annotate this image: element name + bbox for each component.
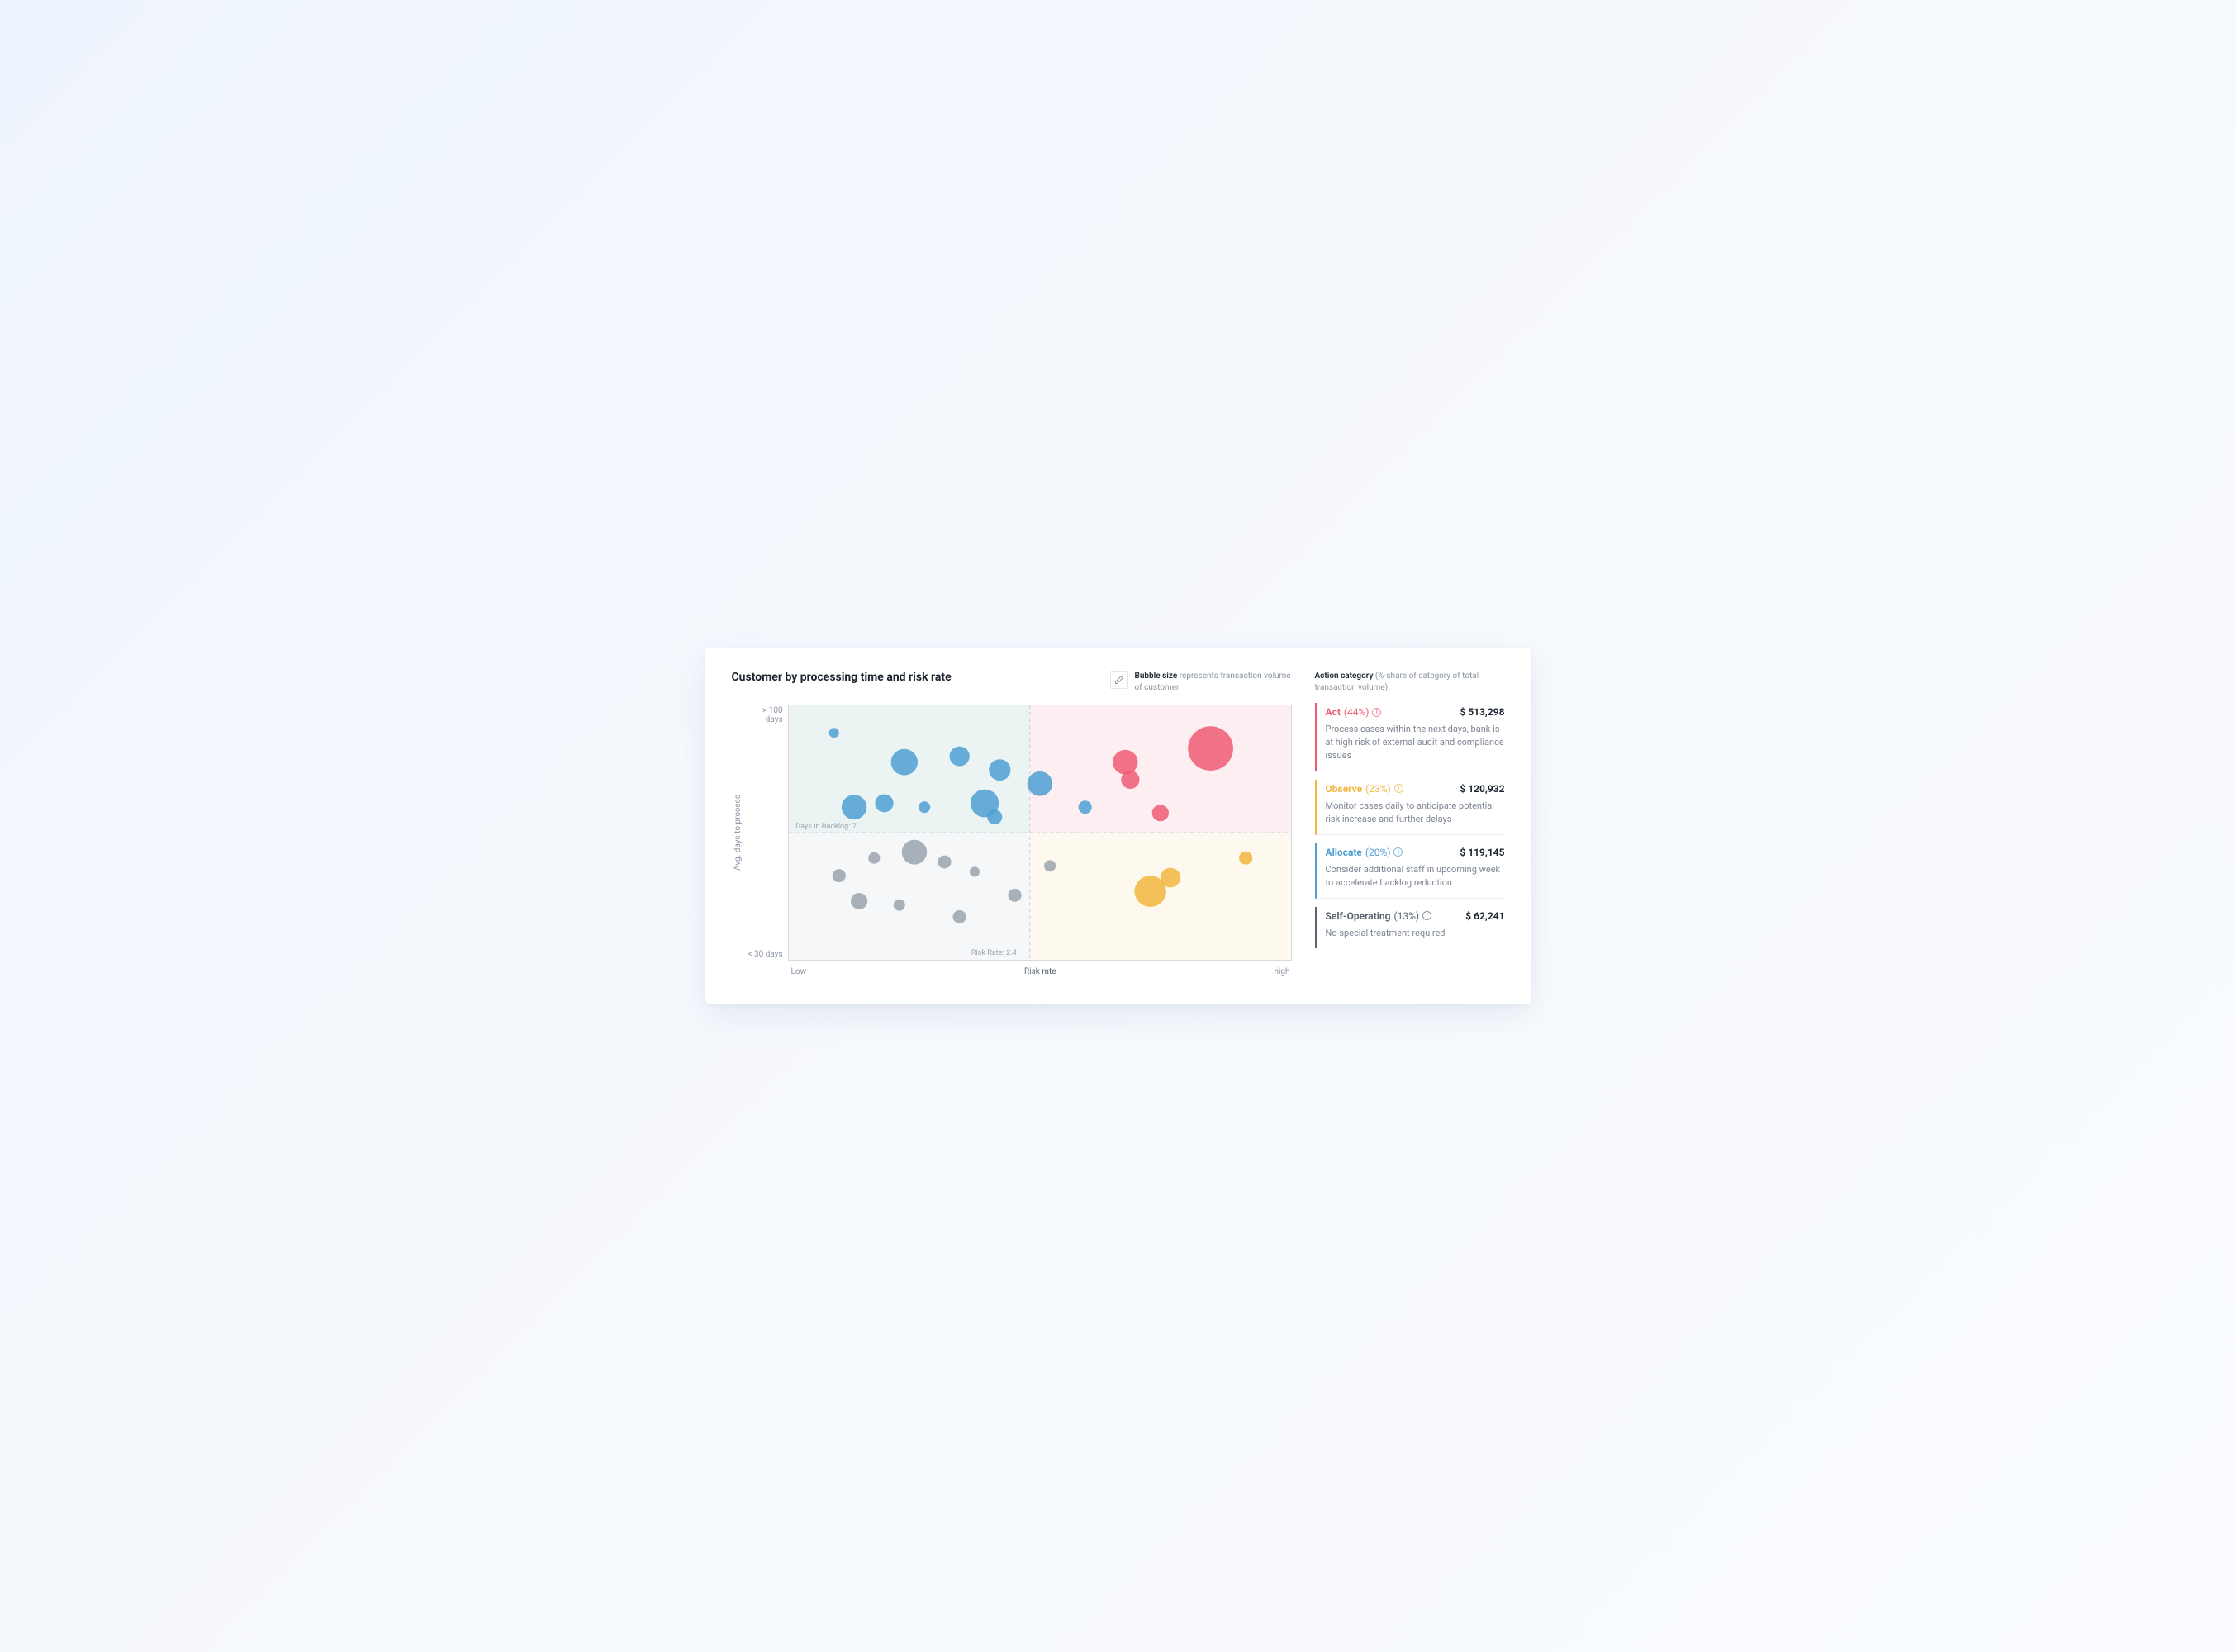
category-name: Self-Operating (13%) i: [1326, 910, 1432, 922]
category-name-text: Observe: [1326, 783, 1363, 795]
svg-text:Risk Rate: 2.4: Risk Rate: 2.4: [971, 949, 1016, 957]
category-desc: Process cases within the next days, bank…: [1326, 723, 1505, 762]
chart-title: Customer by processing time and risk rat…: [732, 671, 952, 684]
edit-icon[interactable]: [1110, 671, 1128, 689]
category-desc: Monitor cases daily to anticipate potent…: [1326, 800, 1505, 826]
y-tick-min: < 30 days: [748, 950, 783, 959]
sidebar: Action category (%-share of category of …: [1315, 671, 1505, 976]
svg-text:Days in Backlog: 7: Days in Backlog: 7: [795, 823, 857, 831]
legend-note-text: Bubble size represents transaction volum…: [1135, 671, 1292, 693]
category-name: Act (44%) i: [1326, 706, 1382, 718]
category-pct: (44%): [1344, 706, 1370, 718]
category-value: $ 120,932: [1460, 783, 1504, 795]
info-icon[interactable]: i: [1394, 784, 1403, 793]
sidebar-title: Action category (%-share of category of …: [1315, 671, 1505, 693]
chart-area: Avg. days to process > 100 days < 30 day…: [732, 705, 1292, 961]
chart-header: Customer by processing time and risk rat…: [732, 671, 1292, 693]
category-pct: (23%): [1365, 783, 1391, 795]
category-name-text: Allocate: [1326, 847, 1362, 858]
x-tick-max: high: [1274, 967, 1289, 976]
y-axis-label: Avg. days to process: [732, 705, 744, 961]
chart-column: Customer by processing time and risk rat…: [732, 671, 1292, 976]
category-name: Observe (23%) i: [1326, 783, 1403, 795]
category-value: $ 119,145: [1460, 847, 1504, 858]
legend-note-bold: Bubble size: [1135, 672, 1178, 681]
sidebar-title-bold: Action category: [1315, 672, 1374, 681]
info-icon[interactable]: i: [1393, 847, 1403, 857]
y-tick-max: > 100 days: [748, 706, 783, 724]
category-name: Allocate (20%) i: [1326, 847, 1403, 858]
category-desc: Consider additional staff in upcoming we…: [1326, 863, 1505, 890]
bubble-chart[interactable]: Days in Backlog: 7 Risk Rate: 2.4: [788, 705, 1292, 961]
category-name-text: Act: [1326, 706, 1341, 718]
category-act[interactable]: Act (44%) i $ 513,298 Process cases within…: [1315, 703, 1505, 771]
x-tick-min: Low: [791, 967, 807, 976]
category-list: Act (44%) i $ 513,298 Process cases within…: [1315, 703, 1505, 948]
category-pct: (13%): [1394, 910, 1420, 922]
category-observe[interactable]: Observe (23%) i $ 120,932 Monitor cases da…: [1315, 780, 1505, 835]
info-icon[interactable]: i: [1372, 708, 1381, 717]
category-self[interactable]: Self-Operating (13%) i $ 62,241 No special…: [1315, 907, 1505, 948]
dashboard-card: Customer by processing time and risk rat…: [705, 648, 1531, 1004]
category-desc: No special treatment required: [1326, 927, 1505, 940]
x-axis: Low Risk rate high: [790, 967, 1292, 976]
category-allocate[interactable]: Allocate (20%) i $ 119,145 Consider additi…: [1315, 843, 1505, 899]
category-pct: (20%): [1365, 847, 1391, 858]
bubble-size-legend: Bubble size represents transaction volum…: [1110, 671, 1292, 693]
x-axis-label: Risk rate: [1024, 967, 1056, 976]
y-axis-ticks: > 100 days < 30 days: [744, 705, 788, 961]
info-icon[interactable]: i: [1422, 911, 1431, 920]
category-name-text: Self-Operating: [1326, 910, 1391, 922]
category-value: $ 513,298: [1460, 706, 1504, 718]
category-value: $ 62,241: [1465, 910, 1504, 922]
